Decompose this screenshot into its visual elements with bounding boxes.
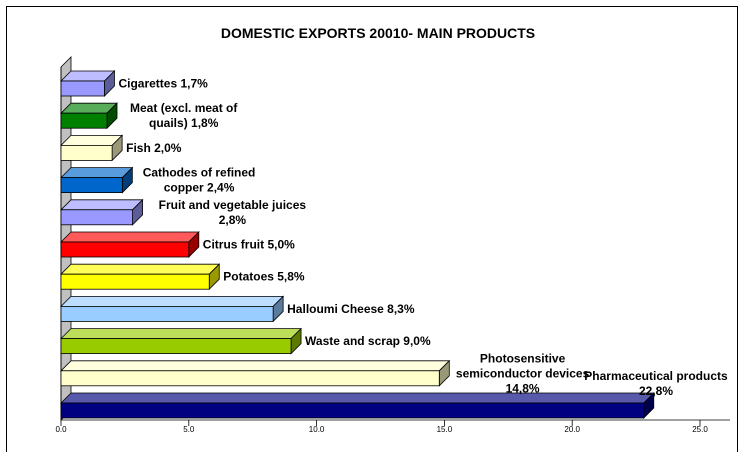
bar-label: Photosensitive semiconductor devices 14,8% [456, 351, 590, 395]
bar [60, 263, 221, 291]
bar-label-line: copper 2,4% [164, 181, 235, 195]
bar [60, 392, 655, 419]
bar-label-line: 2,8% [219, 213, 247, 227]
bar [60, 295, 285, 323]
bar [60, 359, 451, 387]
x-tick-label: 20.0 [564, 425, 580, 434]
x-tick-label: 5.0 [183, 425, 195, 434]
bar-front [60, 144, 113, 161]
bar-label-line: semiconductor devices [456, 366, 590, 380]
bar-top [60, 263, 221, 275]
bar-label-line: Cigarettes 1,7% [118, 77, 208, 91]
bar-label-line: Waste and scrap 9,0% [305, 334, 431, 348]
bar-label-line: Cathodes of refined [143, 166, 256, 180]
bar [60, 166, 134, 194]
bar-front [60, 402, 645, 419]
bar-label-line: Meat (excl. meat of [130, 101, 238, 115]
x-tick-label: 10.0 [309, 425, 325, 434]
bar-front [60, 80, 105, 97]
bar-label-line: Fruit and vegetable juices [159, 198, 307, 212]
bar-label-line: quails) 1,8% [149, 116, 219, 130]
bar-top [60, 392, 655, 404]
bar-label: Fish 2,0% [126, 141, 182, 155]
bar-top [60, 199, 144, 211]
bar-label-line: Citrus fruit 5,0% [203, 238, 295, 252]
bars-group [60, 70, 655, 419]
bar-top [60, 134, 124, 146]
bar-front [60, 241, 190, 258]
bar-label-line: Fish 2,0% [126, 141, 182, 155]
bar [60, 70, 116, 97]
bar [60, 198, 144, 226]
bar-label: Cigarettes 1,7% [118, 77, 208, 91]
bar-label: Citrus fruit 5,0% [203, 238, 295, 252]
bar [60, 102, 118, 130]
bar-label-line: Potatoes 5,8% [223, 270, 305, 284]
bar-front [60, 273, 210, 290]
bar-label-line: 22,8% [639, 384, 673, 398]
bar-label-line: 14,8% [506, 381, 540, 395]
bar [60, 231, 200, 258]
bar-top [60, 328, 303, 340]
x-axis-ticks: 0.0 5.0 10.0 15.0 20.0 25.0 [55, 420, 708, 434]
x-tick-label: 25.0 [692, 425, 708, 434]
bar-front [60, 209, 133, 226]
bar-label: Halloumi Cheese 8,3% [287, 302, 415, 316]
bar-label: Pharmaceutical products 22,8% [584, 369, 728, 398]
bar [60, 327, 303, 355]
x-tick-label: 15.0 [437, 425, 453, 434]
bar [60, 134, 124, 162]
bar-labels-group: Cigarettes 1,7% Meat (excl. meat of quails… [118, 77, 728, 399]
bar-label: Meat (excl. meat of quails) 1,8% [130, 101, 238, 130]
bar-label-line: Pharmaceutical products [584, 369, 728, 383]
bar-front [60, 338, 292, 355]
bar-front [60, 112, 108, 129]
bar-label: Fruit and vegetable juices 2,8% [159, 198, 307, 227]
bar-top [60, 231, 200, 243]
bar-label: Waste and scrap 9,0% [305, 334, 431, 348]
x-tick-label: 0.0 [55, 425, 67, 434]
bar-label-line: Halloumi Cheese 8,3% [287, 302, 415, 316]
bar-front [60, 177, 123, 194]
bar-label: Potatoes 5,8% [223, 270, 305, 284]
bar-top [60, 360, 451, 372]
bar-front [60, 370, 440, 387]
chart-title: DOMESTIC EXPORTS 20010- MAIN PRODUCTS [221, 25, 535, 41]
bar-front [60, 305, 274, 322]
bar-label-line: Photosensitive [480, 351, 566, 365]
bar-label: Cathodes of refined copper 2,4% [143, 166, 256, 195]
bar-top [60, 167, 134, 179]
bar-top [60, 295, 285, 307]
